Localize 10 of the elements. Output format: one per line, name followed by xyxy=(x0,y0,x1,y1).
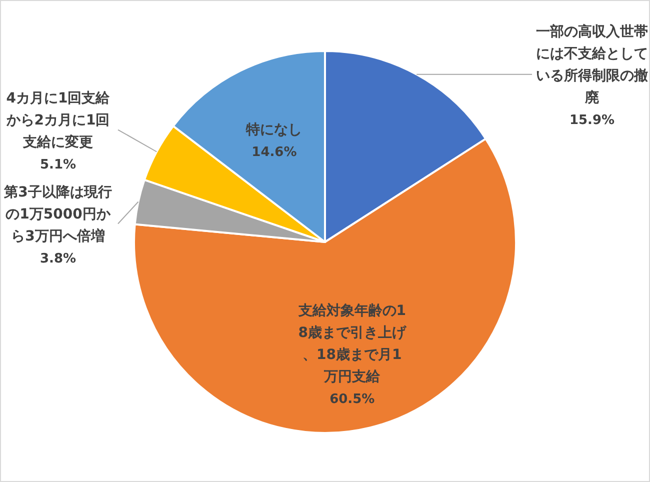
slice-label: 一部の高収入世帯には不支給としている所得制限の撤廃 xyxy=(536,22,648,106)
data-label: 60.5% xyxy=(330,392,375,407)
slice-label: 特になし xyxy=(245,122,302,138)
slice-label: 第3子以降は現行の1万5000円から3万円へ倍増 xyxy=(3,184,112,244)
data-label: 14.6% xyxy=(252,144,297,160)
slice-label: 4カ月に1回支給から2カ月に1回支給に変更 xyxy=(5,90,111,150)
data-label: 5.1% xyxy=(40,157,76,172)
slice-label: 支給対象年齢の18歳まで引き上げ、18歳まで月1万円支給 xyxy=(297,302,407,385)
data-label: 15.9% xyxy=(569,112,615,128)
data-label: 3.8% xyxy=(40,251,76,266)
